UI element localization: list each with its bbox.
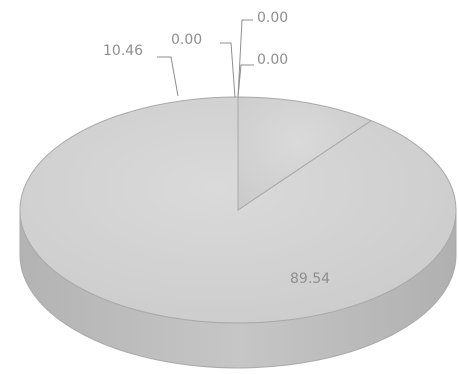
data-label-slice-4: 0.00 — [257, 10, 288, 26]
leader-line-slice-3 — [220, 42, 236, 98]
leader-line-slice-5 — [237, 64, 254, 98]
leader-line-slice-2 — [157, 56, 179, 97]
pie-slices — [19, 96, 457, 324]
data-label-slice-3: 0.00 — [171, 32, 202, 48]
leader-line-slice-4 — [237, 19, 253, 98]
data-label-slice-2: 10.46 — [103, 43, 143, 59]
data-label-slice-1: 89.54 — [290, 271, 330, 287]
pie-slice-2 — [237, 96, 373, 211]
data-label-slice-5: 0.00 — [257, 52, 288, 68]
leader-lines — [157, 19, 254, 98]
